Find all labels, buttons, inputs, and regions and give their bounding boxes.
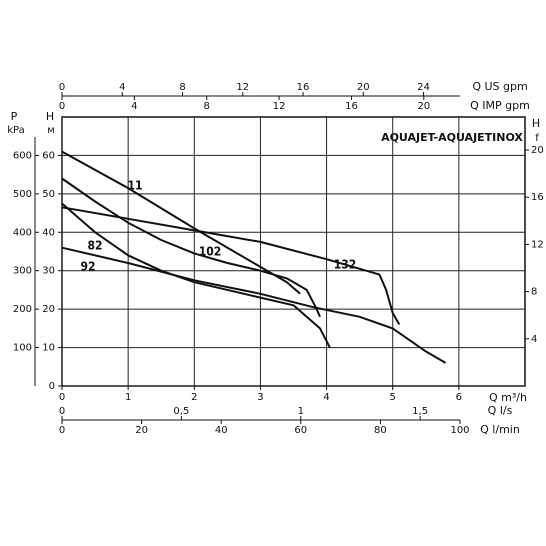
flow-axis-label: Q l/min — [480, 423, 520, 436]
y-axis-unit: м — [47, 125, 55, 136]
flow-tick-label: 0,5 — [173, 406, 189, 417]
flow-axis-label: Q US gpm — [472, 80, 527, 93]
flow-tick-label: 20 — [135, 425, 148, 436]
flow-tick-label: 0 — [59, 82, 65, 93]
y2-tick-label: 4 — [531, 334, 537, 345]
flow-tick-label: 8 — [204, 101, 210, 112]
x-tick-label: 5 — [390, 392, 396, 403]
curve-label: 92 — [80, 260, 95, 274]
y-axis-label: H — [46, 110, 54, 123]
flow-tick-label: 12 — [236, 82, 249, 93]
curve-label: 82 — [87, 239, 102, 253]
pump-curve — [61, 206, 401, 325]
y-tick-label: 50 — [42, 189, 55, 200]
flow-tick-label: 12 — [273, 101, 286, 112]
x-axis-label: Q m³/h — [489, 391, 527, 404]
y2-tick-label: 16 — [531, 192, 544, 203]
chart-title: AQUAJET-AQUAJETINOX — [381, 131, 523, 144]
flow-axis-label: Q IMP gpm — [470, 99, 530, 112]
y2-tick-label: 8 — [531, 287, 537, 298]
flow-tick-label: 20 — [357, 82, 370, 93]
x-tick-label: 4 — [323, 392, 329, 403]
flow-tick-label: 4 — [131, 101, 137, 112]
y-tick-label: 20 — [42, 304, 55, 315]
flow-tick-label: 24 — [417, 82, 430, 93]
x-tick-label: 1 — [125, 392, 131, 403]
p-axis-label: P — [11, 110, 18, 123]
flow-axis-label: Q l/s — [488, 404, 513, 417]
flow-tick-label: 16 — [297, 82, 310, 93]
y2-axis-label: H — [532, 117, 540, 130]
y2-tick-label: 12 — [531, 239, 544, 250]
y-tick-label: 60 — [42, 150, 55, 161]
p-tick-label: 500 — [13, 189, 32, 200]
flow-tick-label: 0 — [59, 406, 65, 417]
curve-label: 11 — [127, 179, 142, 193]
flow-tick-label: 0 — [59, 101, 65, 112]
flow-tick-label: 1,5 — [412, 406, 428, 417]
pump-curve — [61, 150, 301, 295]
y2-tick-label: 20 — [531, 145, 544, 156]
flow-tick-label: 8 — [179, 82, 185, 93]
flow-tick-label: 60 — [294, 425, 307, 436]
flow-tick-label: 1 — [298, 406, 304, 417]
x-tick-label: 0 — [59, 392, 65, 403]
flow-tick-label: 4 — [119, 82, 125, 93]
flow-tick-label: 20 — [417, 101, 430, 112]
x-tick-label: 6 — [456, 392, 462, 403]
curve-label: 132 — [334, 258, 357, 272]
flow-tick-label: 80 — [374, 425, 387, 436]
p-tick-label: 300 — [13, 266, 32, 277]
y-tick-label: 10 — [42, 343, 55, 354]
curve-label: 102 — [199, 245, 222, 259]
p-tick-label: 100 — [13, 343, 32, 354]
p-tick-label: 200 — [13, 304, 32, 315]
x-tick-label: 2 — [191, 392, 197, 403]
p-tick-label: 600 — [13, 150, 32, 161]
flow-tick-label: 100 — [450, 425, 469, 436]
flow-tick-label: 16 — [345, 101, 358, 112]
pump-curve — [61, 246, 447, 364]
x-tick-label: 3 — [257, 392, 263, 403]
pump-curve — [61, 177, 321, 318]
y2-axis-unit: f — [535, 133, 539, 144]
flow-tick-label: 40 — [215, 425, 228, 436]
p-tick-label: 400 — [13, 227, 32, 238]
flow-tick-label: 0 — [59, 425, 65, 436]
y-tick-label: 40 — [42, 227, 55, 238]
pump-curve — [61, 202, 331, 349]
p-axis-unit: kPa — [7, 125, 25, 136]
y-tick-label: 30 — [42, 266, 55, 277]
y-tick-label: 0 — [49, 381, 55, 392]
